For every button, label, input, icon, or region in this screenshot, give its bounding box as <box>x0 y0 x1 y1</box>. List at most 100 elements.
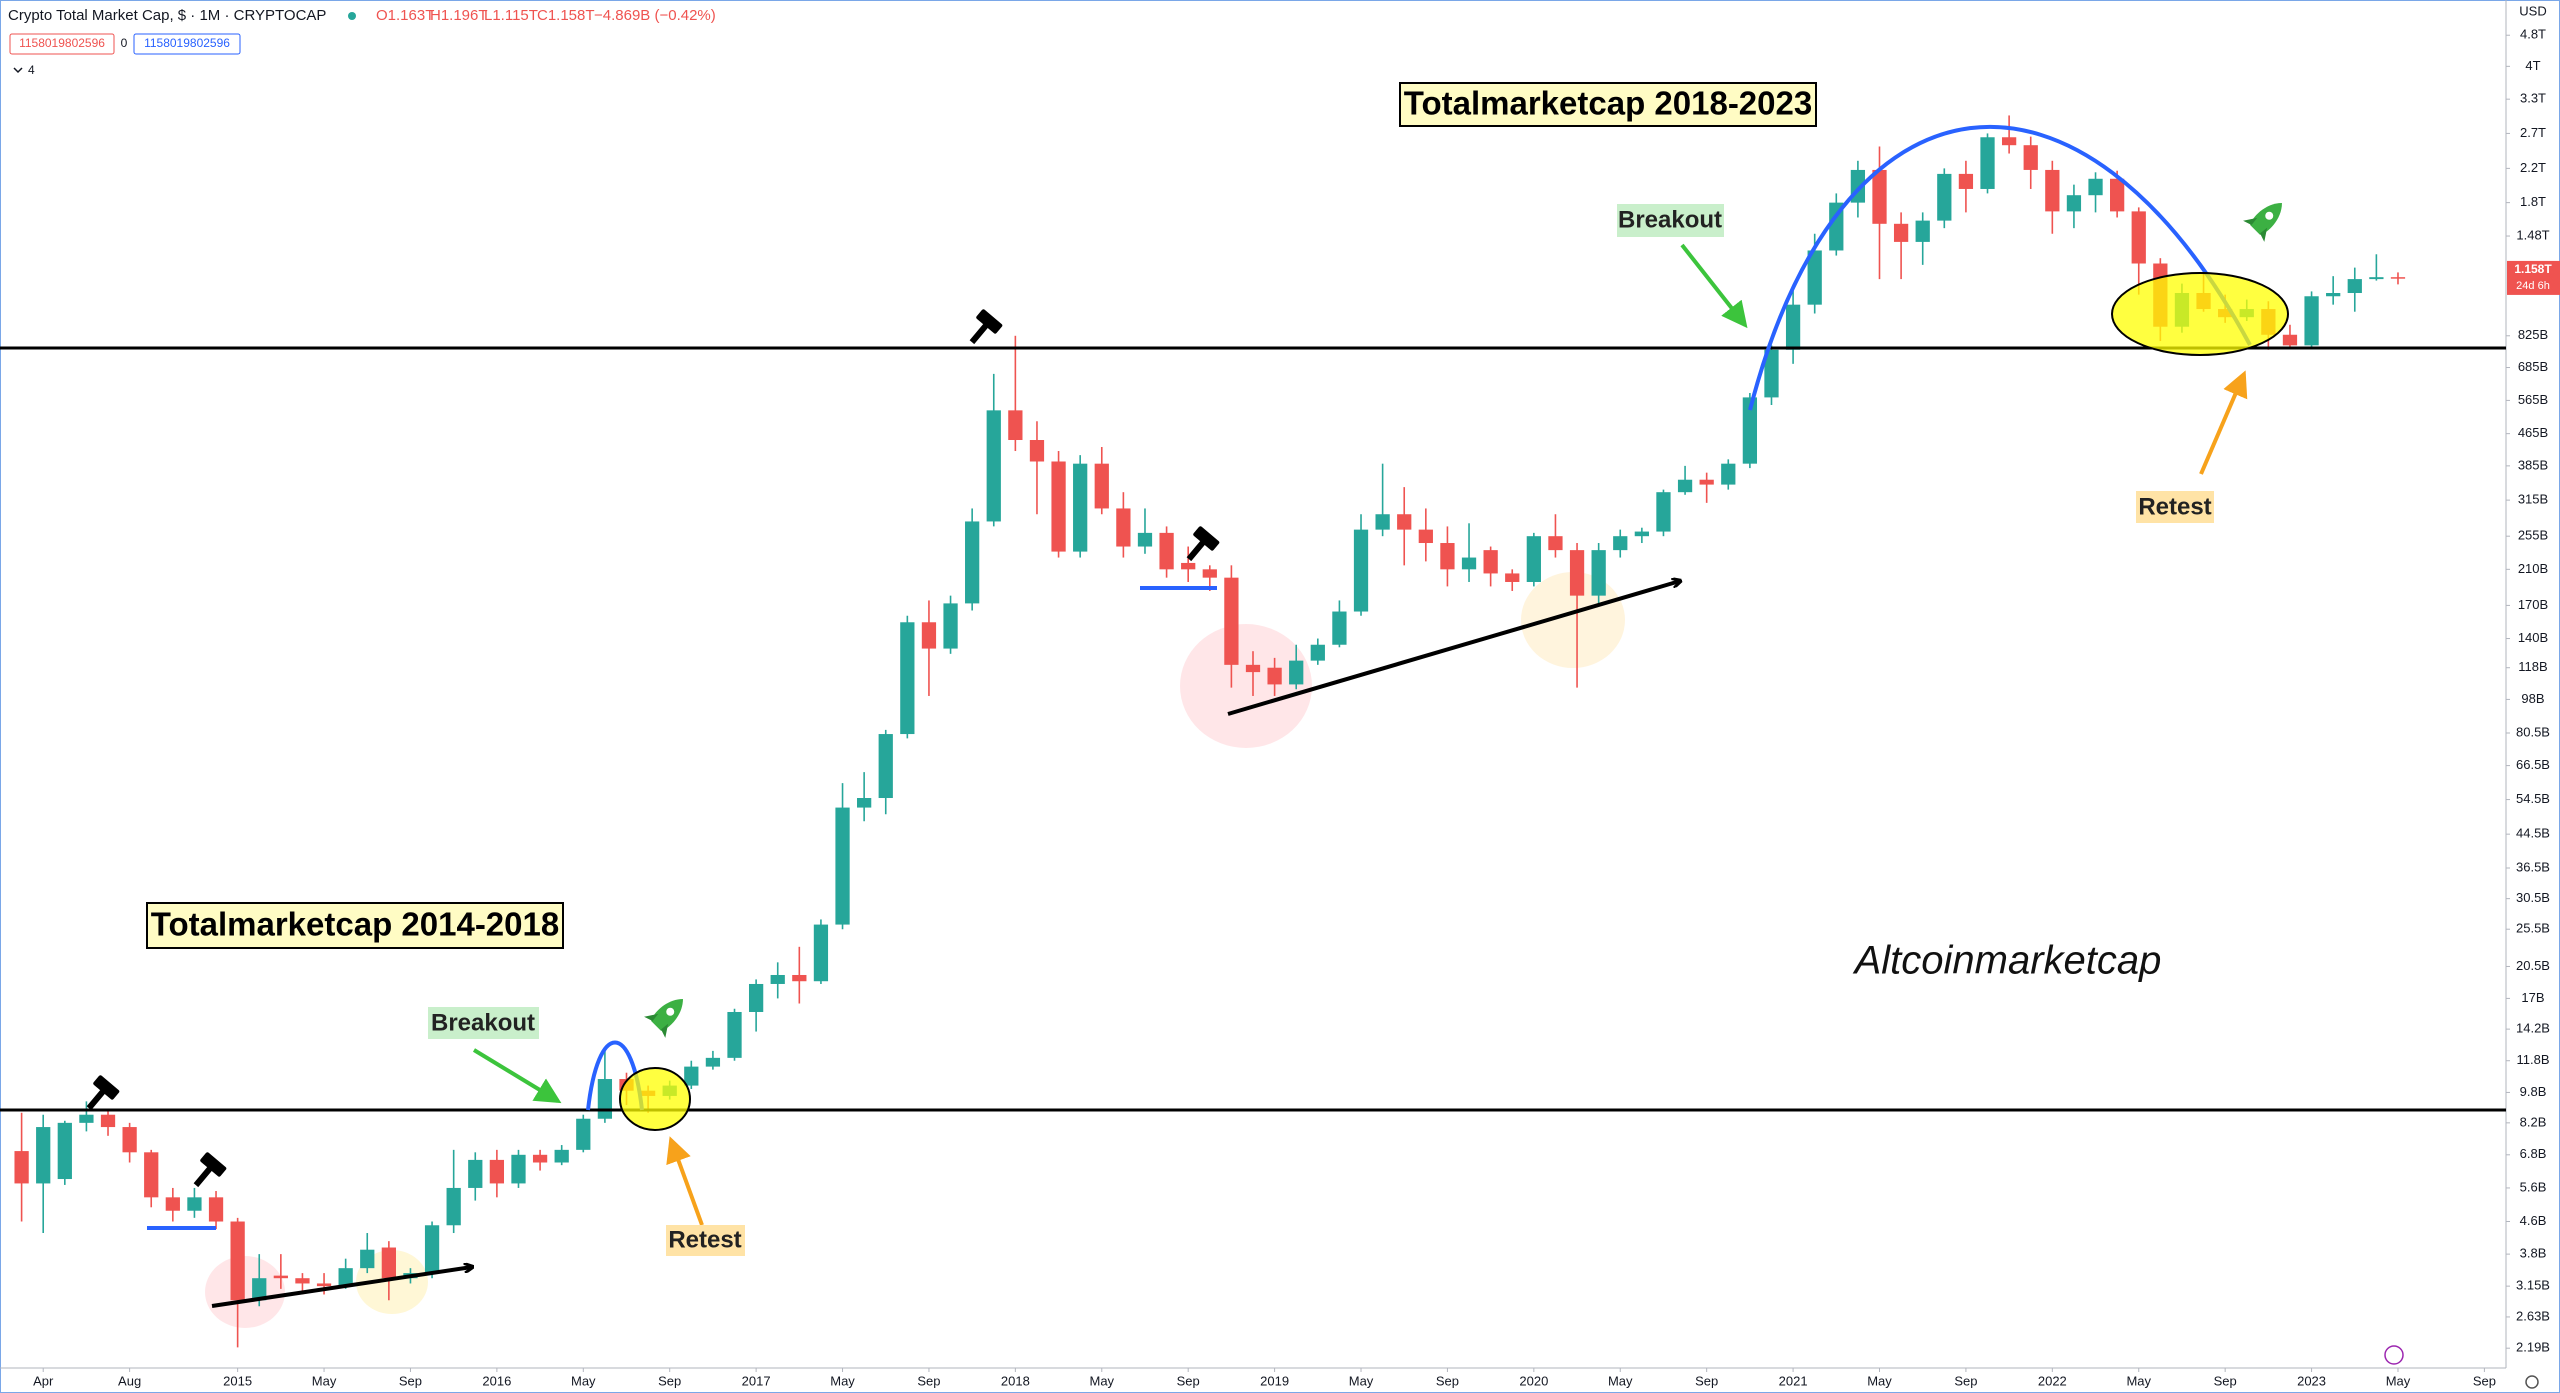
ohlc-open: O1.163T <box>376 7 434 24</box>
x-tick-label: 2023 <box>2297 1373 2326 1388</box>
candle-body <box>100 1114 116 1128</box>
candle-body <box>835 807 850 925</box>
candle-body <box>554 1149 569 1163</box>
y-tick-label: 9.8B <box>2520 1084 2547 1099</box>
candle-body <box>295 1278 310 1284</box>
candle-body <box>79 1114 94 1123</box>
candle-body <box>57 1122 72 1180</box>
y-tick-label: 11.8B <box>2516 1052 2549 1067</box>
gavel-icon <box>969 309 1003 345</box>
collapse-chevron[interactable] <box>13 67 23 74</box>
x-tick-label: Sep <box>917 1373 940 1388</box>
candle-body <box>36 1127 51 1184</box>
candle-body <box>1397 514 1412 530</box>
settings-icon[interactable] <box>2525 1375 2539 1389</box>
input-box[interactable] <box>133 33 241 55</box>
candle-body <box>316 1283 332 1287</box>
candle-body <box>468 1159 483 1188</box>
candles <box>14 115 2406 1348</box>
label-box <box>428 1007 539 1039</box>
candle-body <box>1980 137 1995 189</box>
x-tick-label: 2021 <box>1779 1373 1808 1388</box>
x-tick-label: 2018 <box>1001 1373 1030 1388</box>
x-tick-label: May <box>1867 1373 1892 1388</box>
candle-body <box>1915 220 1930 242</box>
annotation-title: Totalmarketcap 2018-2023 <box>1404 85 1812 122</box>
candle-body <box>1764 349 1779 398</box>
candle-body <box>446 1187 461 1226</box>
candle-body <box>122 1127 137 1153</box>
candle-body <box>360 1249 375 1269</box>
x-tick-label: May <box>312 1373 337 1388</box>
candle-body <box>1159 532 1174 570</box>
candle-body <box>684 1066 699 1086</box>
candle-body <box>2131 211 2146 264</box>
candle-body <box>1051 461 1066 552</box>
candle-body <box>857 798 872 808</box>
candle-body <box>1353 529 1369 612</box>
y-tick-label: 118B <box>2518 659 2547 674</box>
candle-body <box>1008 410 1023 441</box>
label-box <box>2136 491 2214 523</box>
candle-body <box>532 1154 548 1163</box>
gavel-icon <box>86 1075 120 1111</box>
candle-body <box>2001 137 2017 146</box>
retest-label: Retest <box>668 1226 741 1253</box>
y-tick-label: 170B <box>2518 597 2548 612</box>
input-value: 0 <box>121 36 128 50</box>
candle-body <box>1461 557 1477 570</box>
candle-body <box>2347 279 2362 294</box>
candle-body <box>965 521 980 604</box>
candle-body <box>1807 250 1822 305</box>
candle-body <box>1245 664 1261 673</box>
input-box[interactable] <box>9 33 115 55</box>
candle-body <box>2110 178 2125 212</box>
y-tick-label: 465B <box>2518 425 2548 440</box>
candle-body <box>1029 440 1045 462</box>
x-tick-label: Aug <box>118 1373 141 1388</box>
y-tick-label: 54.5B <box>2516 791 2550 806</box>
y-tick-label: 385B <box>2518 457 2548 472</box>
y-tick-label: 4T <box>2525 58 2540 73</box>
y-tick-label: 1.48T <box>2516 227 2549 242</box>
x-tick-label: Apr <box>33 1373 54 1388</box>
candle-body <box>727 1011 742 1058</box>
legend-header: Crypto Total Market Cap, $ · 1M · CRYPTO… <box>8 7 716 77</box>
y-tick-label: 1.8T <box>2520 194 2546 209</box>
y-tick-label: 25.5B <box>2516 921 2550 936</box>
candle-body <box>1116 508 1131 547</box>
label-box <box>666 1225 745 1256</box>
arc <box>1748 124 2252 411</box>
candle-body <box>1613 536 1628 551</box>
x-tick-label: Sep <box>399 1373 422 1388</box>
y-tick-label: 2.63B <box>2516 1308 2550 1323</box>
x-tick-label: 2020 <box>1519 1373 1548 1388</box>
candle-body <box>1267 667 1282 685</box>
retest-arrow <box>2199 370 2248 475</box>
candle-body <box>576 1118 591 1150</box>
breakout-label: Breakout <box>1618 206 1722 233</box>
candle-body <box>230 1221 245 1301</box>
candle-body <box>2369 277 2384 280</box>
x-tick-label: Sep <box>2473 1373 2496 1388</box>
alert-icon[interactable] <box>2384 1345 2404 1365</box>
breakout-arrow <box>472 1048 562 1104</box>
x-tick-label: May <box>1608 1373 1633 1388</box>
y-tick-label: 3.3T <box>2520 91 2546 106</box>
x-tick-label: 2016 <box>482 1373 511 1388</box>
candle-body <box>2326 293 2341 297</box>
y-tick-label: 2.19B <box>2516 1340 2550 1355</box>
y-tick-label: 2.7T <box>2520 125 2546 140</box>
x-tick-label: 2022 <box>2038 1373 2067 1388</box>
candle-body <box>813 924 829 982</box>
candle-body <box>792 974 807 982</box>
y-tick-label: 5.6B <box>2520 1179 2547 1194</box>
y-tick-label: 140B <box>2518 630 2548 645</box>
price-label-box <box>2507 260 2560 295</box>
y-tick-label: 3.15B <box>2516 1278 2550 1293</box>
x-tick-label: Sep <box>2214 1373 2237 1388</box>
candle-body <box>1483 550 1498 574</box>
y-tick-label: 14.2B <box>2516 1021 2550 1036</box>
input-value: 1158019802596 <box>19 36 105 50</box>
